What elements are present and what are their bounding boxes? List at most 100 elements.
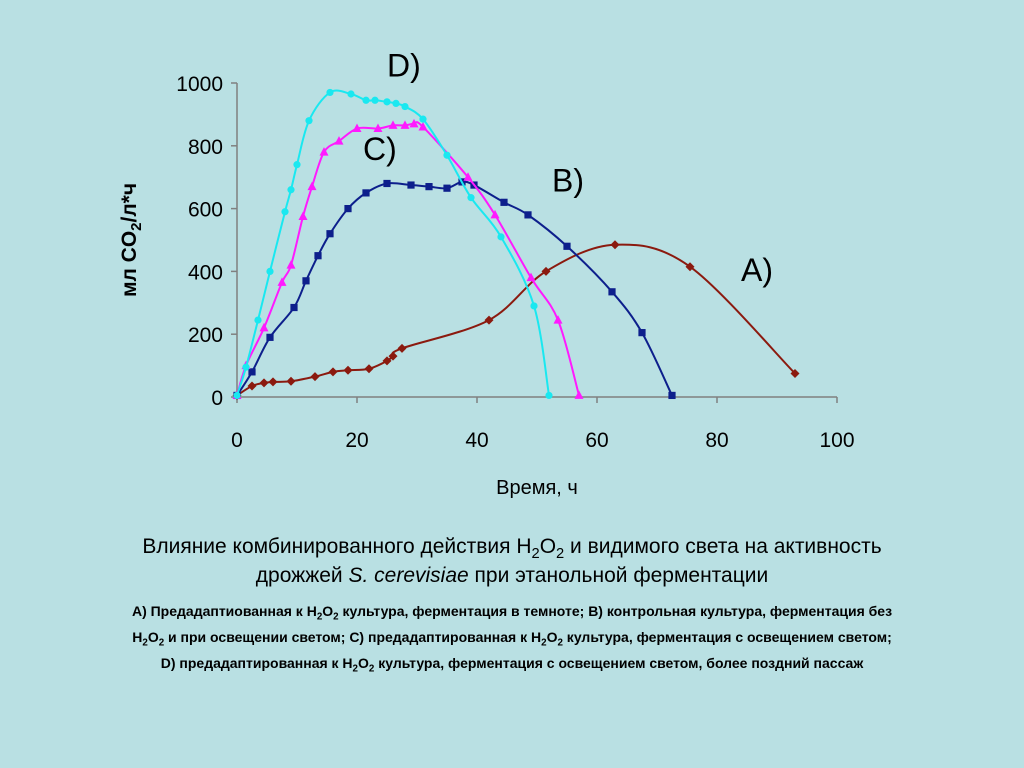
series-c bbox=[232, 118, 584, 399]
series-a-point bbox=[286, 376, 296, 386]
series-b-point bbox=[524, 211, 532, 219]
series-b-point bbox=[443, 184, 451, 192]
series-c-point bbox=[286, 260, 296, 269]
series-c-point bbox=[259, 322, 269, 332]
series-d bbox=[233, 88, 553, 400]
series-d-point bbox=[347, 90, 355, 98]
curve-label-b: B) bbox=[552, 162, 584, 198]
caption-line-1: Влияние комбинированного действия H2O2 и… bbox=[142, 535, 882, 563]
series-d-point bbox=[383, 98, 391, 106]
series-a bbox=[232, 240, 800, 400]
series-c-point bbox=[418, 121, 428, 131]
series-c-point bbox=[334, 136, 344, 145]
series-a-point bbox=[343, 365, 353, 375]
series-d-point bbox=[326, 88, 334, 97]
series-a-line bbox=[236, 243, 796, 397]
series-a-point bbox=[790, 368, 800, 378]
series-b-point bbox=[668, 391, 676, 400]
series-d-point bbox=[305, 117, 313, 125]
legend-line-2: H2O2 и при освещении светом; C) предадап… bbox=[132, 629, 892, 649]
series-a-point bbox=[310, 372, 320, 382]
series-b-point bbox=[248, 368, 256, 376]
series-d-point bbox=[467, 194, 475, 202]
series-d-point bbox=[545, 391, 553, 400]
x-tick-label: 80 bbox=[705, 429, 728, 452]
y-tick-label: 800 bbox=[188, 136, 223, 159]
series-d-point bbox=[281, 208, 289, 216]
series-d-point bbox=[287, 186, 295, 194]
series-c-point bbox=[277, 277, 287, 286]
series-c-point bbox=[409, 118, 419, 128]
series-d-point bbox=[293, 161, 301, 169]
series-a-point bbox=[685, 262, 695, 272]
series-b-point bbox=[425, 183, 433, 191]
curve-labels: A) B) C) D) bbox=[363, 48, 773, 288]
series-b-point bbox=[326, 230, 334, 238]
series-c-point bbox=[352, 123, 362, 133]
series-a-point bbox=[397, 343, 407, 353]
series-b-point bbox=[383, 179, 391, 188]
series-a-point bbox=[382, 356, 392, 366]
series-d-point bbox=[242, 363, 250, 371]
series-b-point bbox=[563, 242, 571, 250]
x-tick-label: 20 bbox=[345, 429, 368, 452]
x-tick-label: 0 bbox=[231, 429, 243, 452]
x-tick-label: 60 bbox=[585, 429, 608, 452]
curve-label-a: A) bbox=[741, 252, 773, 288]
series-a-point bbox=[247, 381, 257, 391]
series-a-point bbox=[364, 364, 374, 374]
series-b-point bbox=[314, 252, 322, 260]
series-a-point bbox=[328, 367, 338, 377]
series-d-point bbox=[530, 302, 538, 310]
series-b-point bbox=[362, 189, 370, 197]
y-tick-label: 1000 bbox=[176, 73, 223, 96]
series-c-point bbox=[319, 147, 329, 156]
series-b-point bbox=[344, 205, 352, 213]
series-c-line bbox=[236, 121, 580, 396]
series-b-point bbox=[407, 181, 415, 189]
series-d-point bbox=[401, 102, 409, 111]
series-d-point bbox=[254, 316, 262, 324]
x-tick-label: 100 bbox=[819, 429, 854, 452]
series-c-point bbox=[526, 272, 536, 282]
series-c-point bbox=[298, 211, 308, 220]
series-a-point bbox=[388, 351, 398, 361]
series-b-point bbox=[608, 288, 616, 296]
x-tick-label: 40 bbox=[465, 429, 488, 452]
species-name: S. cerevisiae bbox=[348, 564, 469, 587]
y-tick-label: 0 bbox=[211, 387, 223, 410]
figure-caption: Влияние комбинированного действия H2O2 и… bbox=[20, 532, 1004, 590]
legend-line-3: D) предадаптированная к H2O2 культура, ф… bbox=[160, 655, 864, 675]
y-axis-title: мл CO2/л*ч bbox=[118, 183, 145, 297]
series-d-point bbox=[392, 99, 400, 108]
series-b-point bbox=[638, 329, 646, 337]
series-a-point bbox=[541, 266, 551, 276]
curve-legend-text: A) Предадаптиованная к H2O2 культура, фе… bbox=[20, 598, 1004, 676]
series-d-point bbox=[419, 115, 427, 123]
series-d-point bbox=[362, 96, 370, 104]
series-c-point bbox=[574, 390, 584, 399]
series-b bbox=[233, 178, 676, 400]
series-d-point bbox=[233, 391, 241, 400]
series-a-point bbox=[484, 315, 494, 325]
y-tick-label: 600 bbox=[188, 199, 223, 222]
series-d-point bbox=[443, 151, 451, 159]
series-d-point bbox=[371, 96, 379, 104]
legend-line-1: A) Предадаптиованная к H2O2 культура, фе… bbox=[131, 603, 893, 623]
chart: 0 200 400 600 800 1000 0 20 40 60 80 100 A) B) C) D) В… bbox=[118, 48, 855, 499]
curve-label-c: C) bbox=[363, 131, 397, 167]
series-d-point bbox=[266, 267, 274, 275]
caption-line-2: дрожжей S. cerevisiae при этанольной фер… bbox=[255, 564, 769, 587]
series-c-point bbox=[553, 315, 563, 324]
ticks: 0 200 400 600 800 1000 0 20 40 60 80 100 bbox=[176, 73, 854, 452]
series-b-point bbox=[302, 277, 310, 285]
axes: 0 200 400 600 800 1000 0 20 40 60 80 100 bbox=[176, 73, 854, 452]
series-c-point bbox=[463, 172, 473, 181]
series-b-point bbox=[266, 333, 274, 341]
curve-label-d: D) bbox=[387, 48, 421, 84]
series-c-point bbox=[307, 181, 317, 191]
x-axis-title: Время, ч bbox=[496, 477, 578, 499]
series-b-point bbox=[500, 198, 508, 206]
series-a-point bbox=[268, 377, 278, 387]
y-tick-label: 200 bbox=[188, 324, 223, 347]
